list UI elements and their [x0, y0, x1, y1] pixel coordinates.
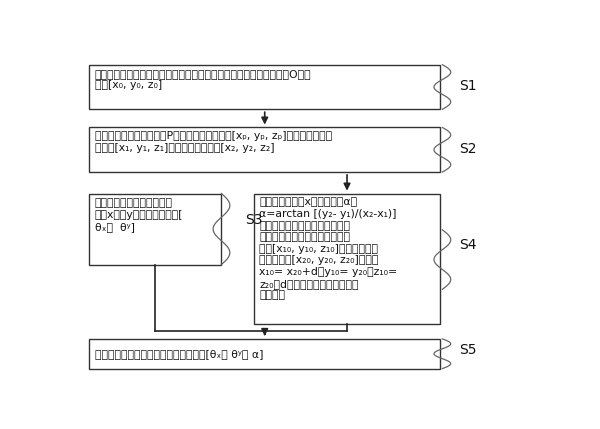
Text: S5: S5: [458, 344, 476, 357]
Text: 在车载全站仪输入已知点P的第三棱镜的坐标值[xₚ, yₚ, zₚ]，得到第一棱镜
坐标值[x₁, y₁, z₁]和第二棱镜坐标值[x₂, y₂, z₂]: 在车载全站仪输入已知点P的第三棱镜的坐标值[xₚ, yₚ, zₚ]，得到第一棱镜…: [95, 131, 332, 153]
Text: 重力倾角传感器读取重力方
向在x轴、y轴的倾角分别为[
θₓ，  θʸ]: 重力倾角传感器读取重力方 向在x轴、y轴的倾角分别为[ θₓ， θʸ]: [95, 199, 183, 232]
Text: 得到工程机械在x方向倾角为α，
α=arctan [(y₂- y₁)/(x₂-x₁)]
其中，在水平地面安装工程机械
本体后得到的第一棱镜坐标值初
始值[x₁₀: 得到工程机械在x方向倾角为α， α=arctan [(y₂- y₁)/(x₂-x…: [259, 197, 397, 300]
Text: S2: S2: [458, 142, 476, 156]
FancyBboxPatch shape: [254, 193, 440, 324]
Text: S3: S3: [245, 213, 262, 227]
Text: 通过支撇脚固定工程机械本体于地面，设置车载全站仪的水平基准点O的坐
标为[x₀, y₀, z₀]: 通过支撇脚固定工程机械本体于地面，设置车载全站仪的水平基准点O的坐 标为[x₀,…: [95, 69, 311, 90]
Text: S4: S4: [458, 238, 476, 252]
Text: S1: S1: [458, 79, 476, 93]
Text: 控制模块得到工程机械本体的姿态坐标[θₓ， θʸ， α]: 控制模块得到工程机械本体的姿态坐标[θₓ， θʸ， α]: [95, 349, 263, 359]
FancyBboxPatch shape: [89, 339, 440, 369]
FancyBboxPatch shape: [89, 127, 440, 172]
FancyBboxPatch shape: [89, 193, 221, 265]
FancyBboxPatch shape: [89, 65, 440, 109]
